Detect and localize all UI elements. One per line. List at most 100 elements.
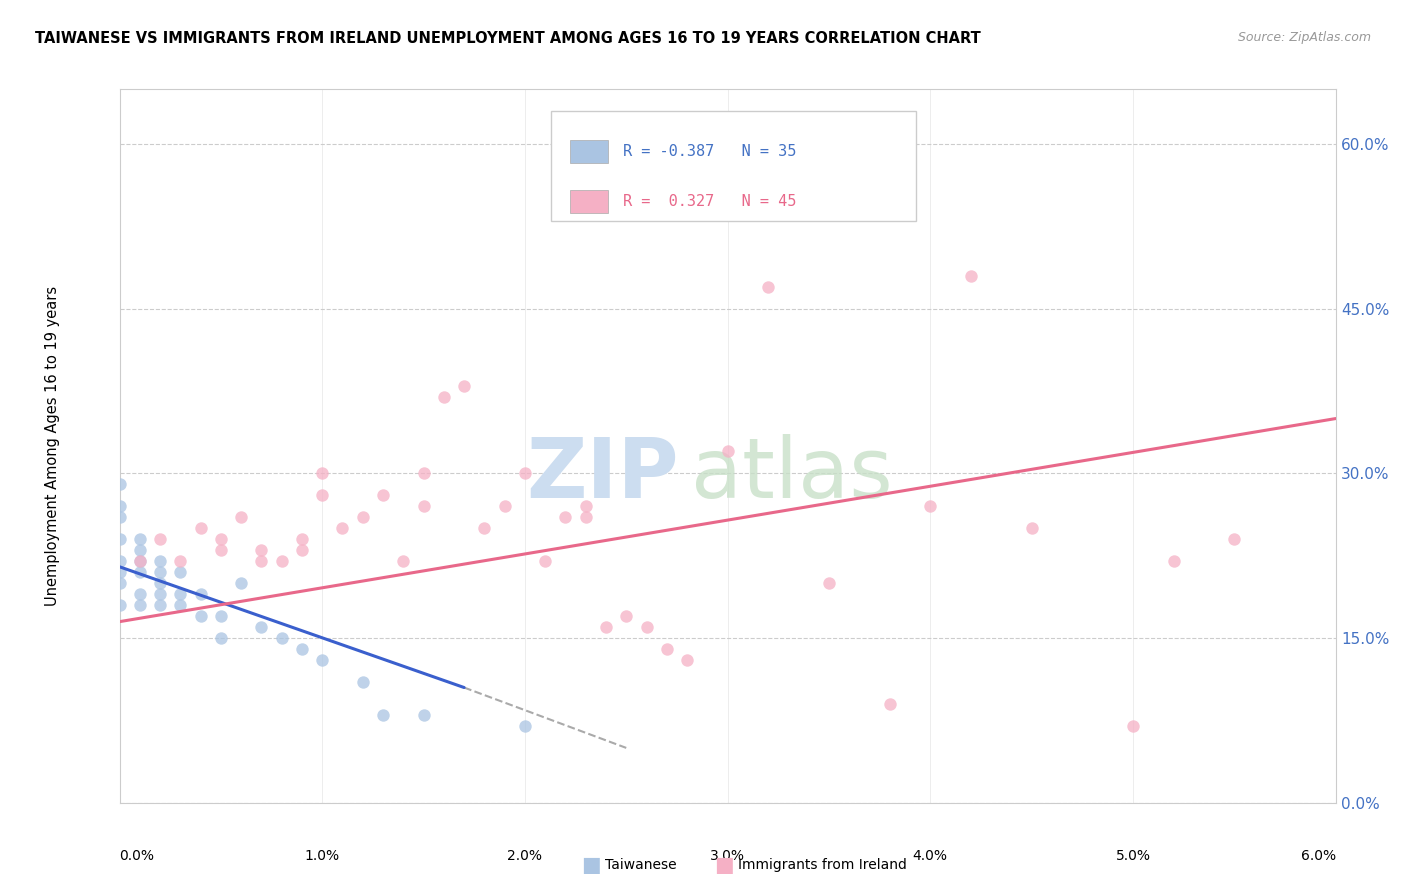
Point: [149, 587, 172, 601]
Point: [311, 488, 333, 502]
Point: [1163, 554, 1185, 568]
Point: [108, 500, 131, 514]
Text: ■: ■: [714, 855, 734, 875]
Text: Taiwanese: Taiwanese: [605, 858, 676, 872]
Text: 5.0%: 5.0%: [1115, 849, 1150, 863]
Point: [128, 598, 150, 612]
Text: 6.0%: 6.0%: [1301, 849, 1336, 863]
Point: [209, 609, 232, 624]
Point: [554, 510, 576, 524]
Point: [169, 566, 191, 580]
Point: [1122, 719, 1144, 733]
Point: [291, 543, 314, 558]
Text: Source: ZipAtlas.com: Source: ZipAtlas.com: [1237, 31, 1371, 45]
Point: [209, 533, 232, 547]
Point: [108, 510, 131, 524]
Point: [756, 280, 779, 294]
Point: [108, 477, 131, 491]
Point: [352, 675, 374, 690]
Point: [128, 554, 150, 568]
Point: [595, 620, 617, 634]
Point: [108, 566, 131, 580]
Text: Unemployment Among Ages 16 to 19 years: Unemployment Among Ages 16 to 19 years: [45, 286, 60, 606]
Point: [270, 554, 292, 568]
Point: [575, 510, 598, 524]
Point: [879, 697, 901, 711]
Point: [149, 533, 172, 547]
Point: [920, 500, 942, 514]
Point: [250, 620, 273, 634]
Point: [291, 533, 314, 547]
Point: [250, 543, 273, 558]
Text: 0.0%: 0.0%: [120, 849, 155, 863]
Point: [311, 467, 333, 481]
Point: [149, 554, 172, 568]
Point: [371, 488, 394, 502]
Point: [412, 500, 434, 514]
Text: 2.0%: 2.0%: [508, 849, 543, 863]
Point: [636, 620, 658, 634]
FancyBboxPatch shape: [551, 111, 917, 221]
Point: [472, 521, 496, 535]
Point: [412, 467, 434, 481]
Point: [352, 510, 374, 524]
Text: Immigrants from Ireland: Immigrants from Ireland: [738, 858, 907, 872]
Point: [1223, 533, 1246, 547]
Point: [453, 378, 475, 392]
Point: [1021, 521, 1043, 535]
Point: [270, 631, 292, 645]
Point: [332, 521, 354, 535]
Point: [108, 554, 131, 568]
Text: ■: ■: [581, 855, 600, 875]
Text: 3.0%: 3.0%: [710, 849, 745, 863]
Point: [371, 708, 394, 723]
Point: [655, 642, 678, 657]
Point: [250, 554, 273, 568]
Point: [231, 576, 253, 591]
Point: [494, 500, 516, 514]
Point: [513, 719, 536, 733]
Point: [128, 554, 150, 568]
Point: [149, 598, 172, 612]
Point: [311, 653, 333, 667]
Point: [149, 576, 172, 591]
Point: [169, 587, 191, 601]
Point: [291, 642, 314, 657]
Text: 1.0%: 1.0%: [305, 849, 340, 863]
Point: [108, 533, 131, 547]
Point: [960, 268, 983, 283]
FancyBboxPatch shape: [569, 140, 609, 163]
FancyBboxPatch shape: [569, 190, 609, 212]
Point: [190, 609, 212, 624]
Point: [392, 554, 415, 568]
Point: [209, 543, 232, 558]
Point: [209, 631, 232, 645]
Point: [676, 653, 699, 667]
Point: [128, 543, 150, 558]
Point: [614, 609, 637, 624]
Point: [717, 444, 740, 458]
Point: [513, 467, 536, 481]
Point: [818, 576, 841, 591]
Point: [169, 598, 191, 612]
Point: [231, 510, 253, 524]
Point: [169, 554, 191, 568]
Point: [190, 587, 212, 601]
Point: [778, 192, 800, 206]
Point: [412, 708, 434, 723]
Text: TAIWANESE VS IMMIGRANTS FROM IRELAND UNEMPLOYMENT AMONG AGES 16 TO 19 YEARS CORR: TAIWANESE VS IMMIGRANTS FROM IRELAND UNE…: [35, 31, 981, 46]
Point: [575, 500, 598, 514]
Text: R = -0.387   N = 35: R = -0.387 N = 35: [623, 144, 796, 159]
Point: [128, 533, 150, 547]
Point: [128, 587, 150, 601]
Point: [149, 566, 172, 580]
Text: ZIP: ZIP: [526, 434, 679, 515]
Point: [433, 390, 456, 404]
Point: [190, 521, 212, 535]
Text: 4.0%: 4.0%: [912, 849, 948, 863]
Point: [128, 566, 150, 580]
Point: [108, 598, 131, 612]
Text: atlas: atlas: [692, 434, 893, 515]
Text: R =  0.327   N = 45: R = 0.327 N = 45: [623, 194, 796, 209]
Point: [534, 554, 557, 568]
